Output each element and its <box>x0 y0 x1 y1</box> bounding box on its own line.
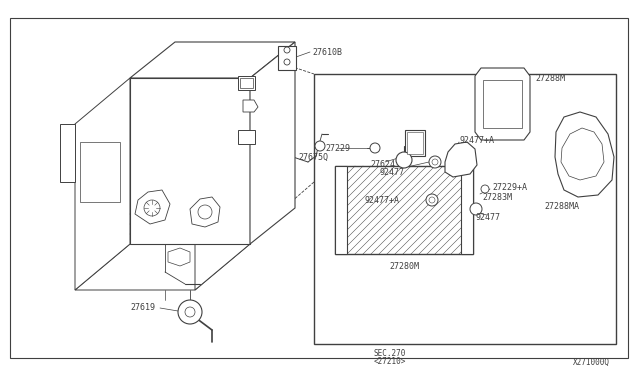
Text: SEC.270: SEC.270 <box>374 350 406 359</box>
Bar <box>483 80 522 128</box>
Polygon shape <box>445 142 477 177</box>
Text: 27675Q: 27675Q <box>298 153 328 161</box>
Text: 27229+A: 27229+A <box>492 183 527 192</box>
Polygon shape <box>555 112 614 197</box>
Text: 27624: 27624 <box>370 160 395 169</box>
Text: 92477+A: 92477+A <box>365 196 400 205</box>
Circle shape <box>315 141 325 151</box>
Polygon shape <box>80 142 120 202</box>
Circle shape <box>396 152 412 168</box>
Polygon shape <box>168 248 190 266</box>
Bar <box>407 132 423 154</box>
Circle shape <box>284 59 290 65</box>
Bar <box>461 166 473 254</box>
Text: 27288M: 27288M <box>535 74 565 83</box>
Text: 27280M: 27280M <box>389 262 419 271</box>
Polygon shape <box>561 128 604 180</box>
Polygon shape <box>130 78 250 244</box>
Circle shape <box>185 307 195 317</box>
Text: X271000Q: X271000Q <box>573 357 610 366</box>
Circle shape <box>432 159 438 165</box>
Polygon shape <box>250 42 295 244</box>
Polygon shape <box>238 130 255 144</box>
Bar <box>335 166 473 254</box>
Polygon shape <box>475 68 530 140</box>
Text: <27210>: <27210> <box>374 357 406 366</box>
Text: 27610B: 27610B <box>312 48 342 57</box>
Polygon shape <box>195 166 250 290</box>
Polygon shape <box>135 190 170 224</box>
Polygon shape <box>195 166 260 218</box>
Text: 92477+A: 92477+A <box>460 135 495 144</box>
Text: 27283M: 27283M <box>482 192 512 202</box>
Circle shape <box>144 200 160 216</box>
Circle shape <box>284 47 290 53</box>
Bar <box>278 46 296 70</box>
Polygon shape <box>238 76 255 90</box>
Polygon shape <box>75 244 250 290</box>
Circle shape <box>429 156 441 168</box>
Circle shape <box>470 203 482 215</box>
Text: 92477: 92477 <box>476 212 501 221</box>
Circle shape <box>429 197 435 203</box>
Bar <box>405 130 425 156</box>
Bar <box>314 74 616 344</box>
Circle shape <box>481 185 489 193</box>
Circle shape <box>178 300 202 324</box>
Text: 92477: 92477 <box>380 167 405 176</box>
Polygon shape <box>190 197 220 227</box>
Text: 27288MA: 27288MA <box>544 202 579 211</box>
Text: 27619: 27619 <box>130 304 155 312</box>
Bar <box>240 78 253 88</box>
Circle shape <box>370 143 380 153</box>
Circle shape <box>198 205 212 219</box>
Circle shape <box>426 194 438 206</box>
Text: 27229: 27229 <box>325 144 350 153</box>
Polygon shape <box>243 100 258 112</box>
Polygon shape <box>60 124 75 182</box>
Polygon shape <box>130 42 295 78</box>
Polygon shape <box>75 78 130 290</box>
Bar <box>335 166 347 254</box>
